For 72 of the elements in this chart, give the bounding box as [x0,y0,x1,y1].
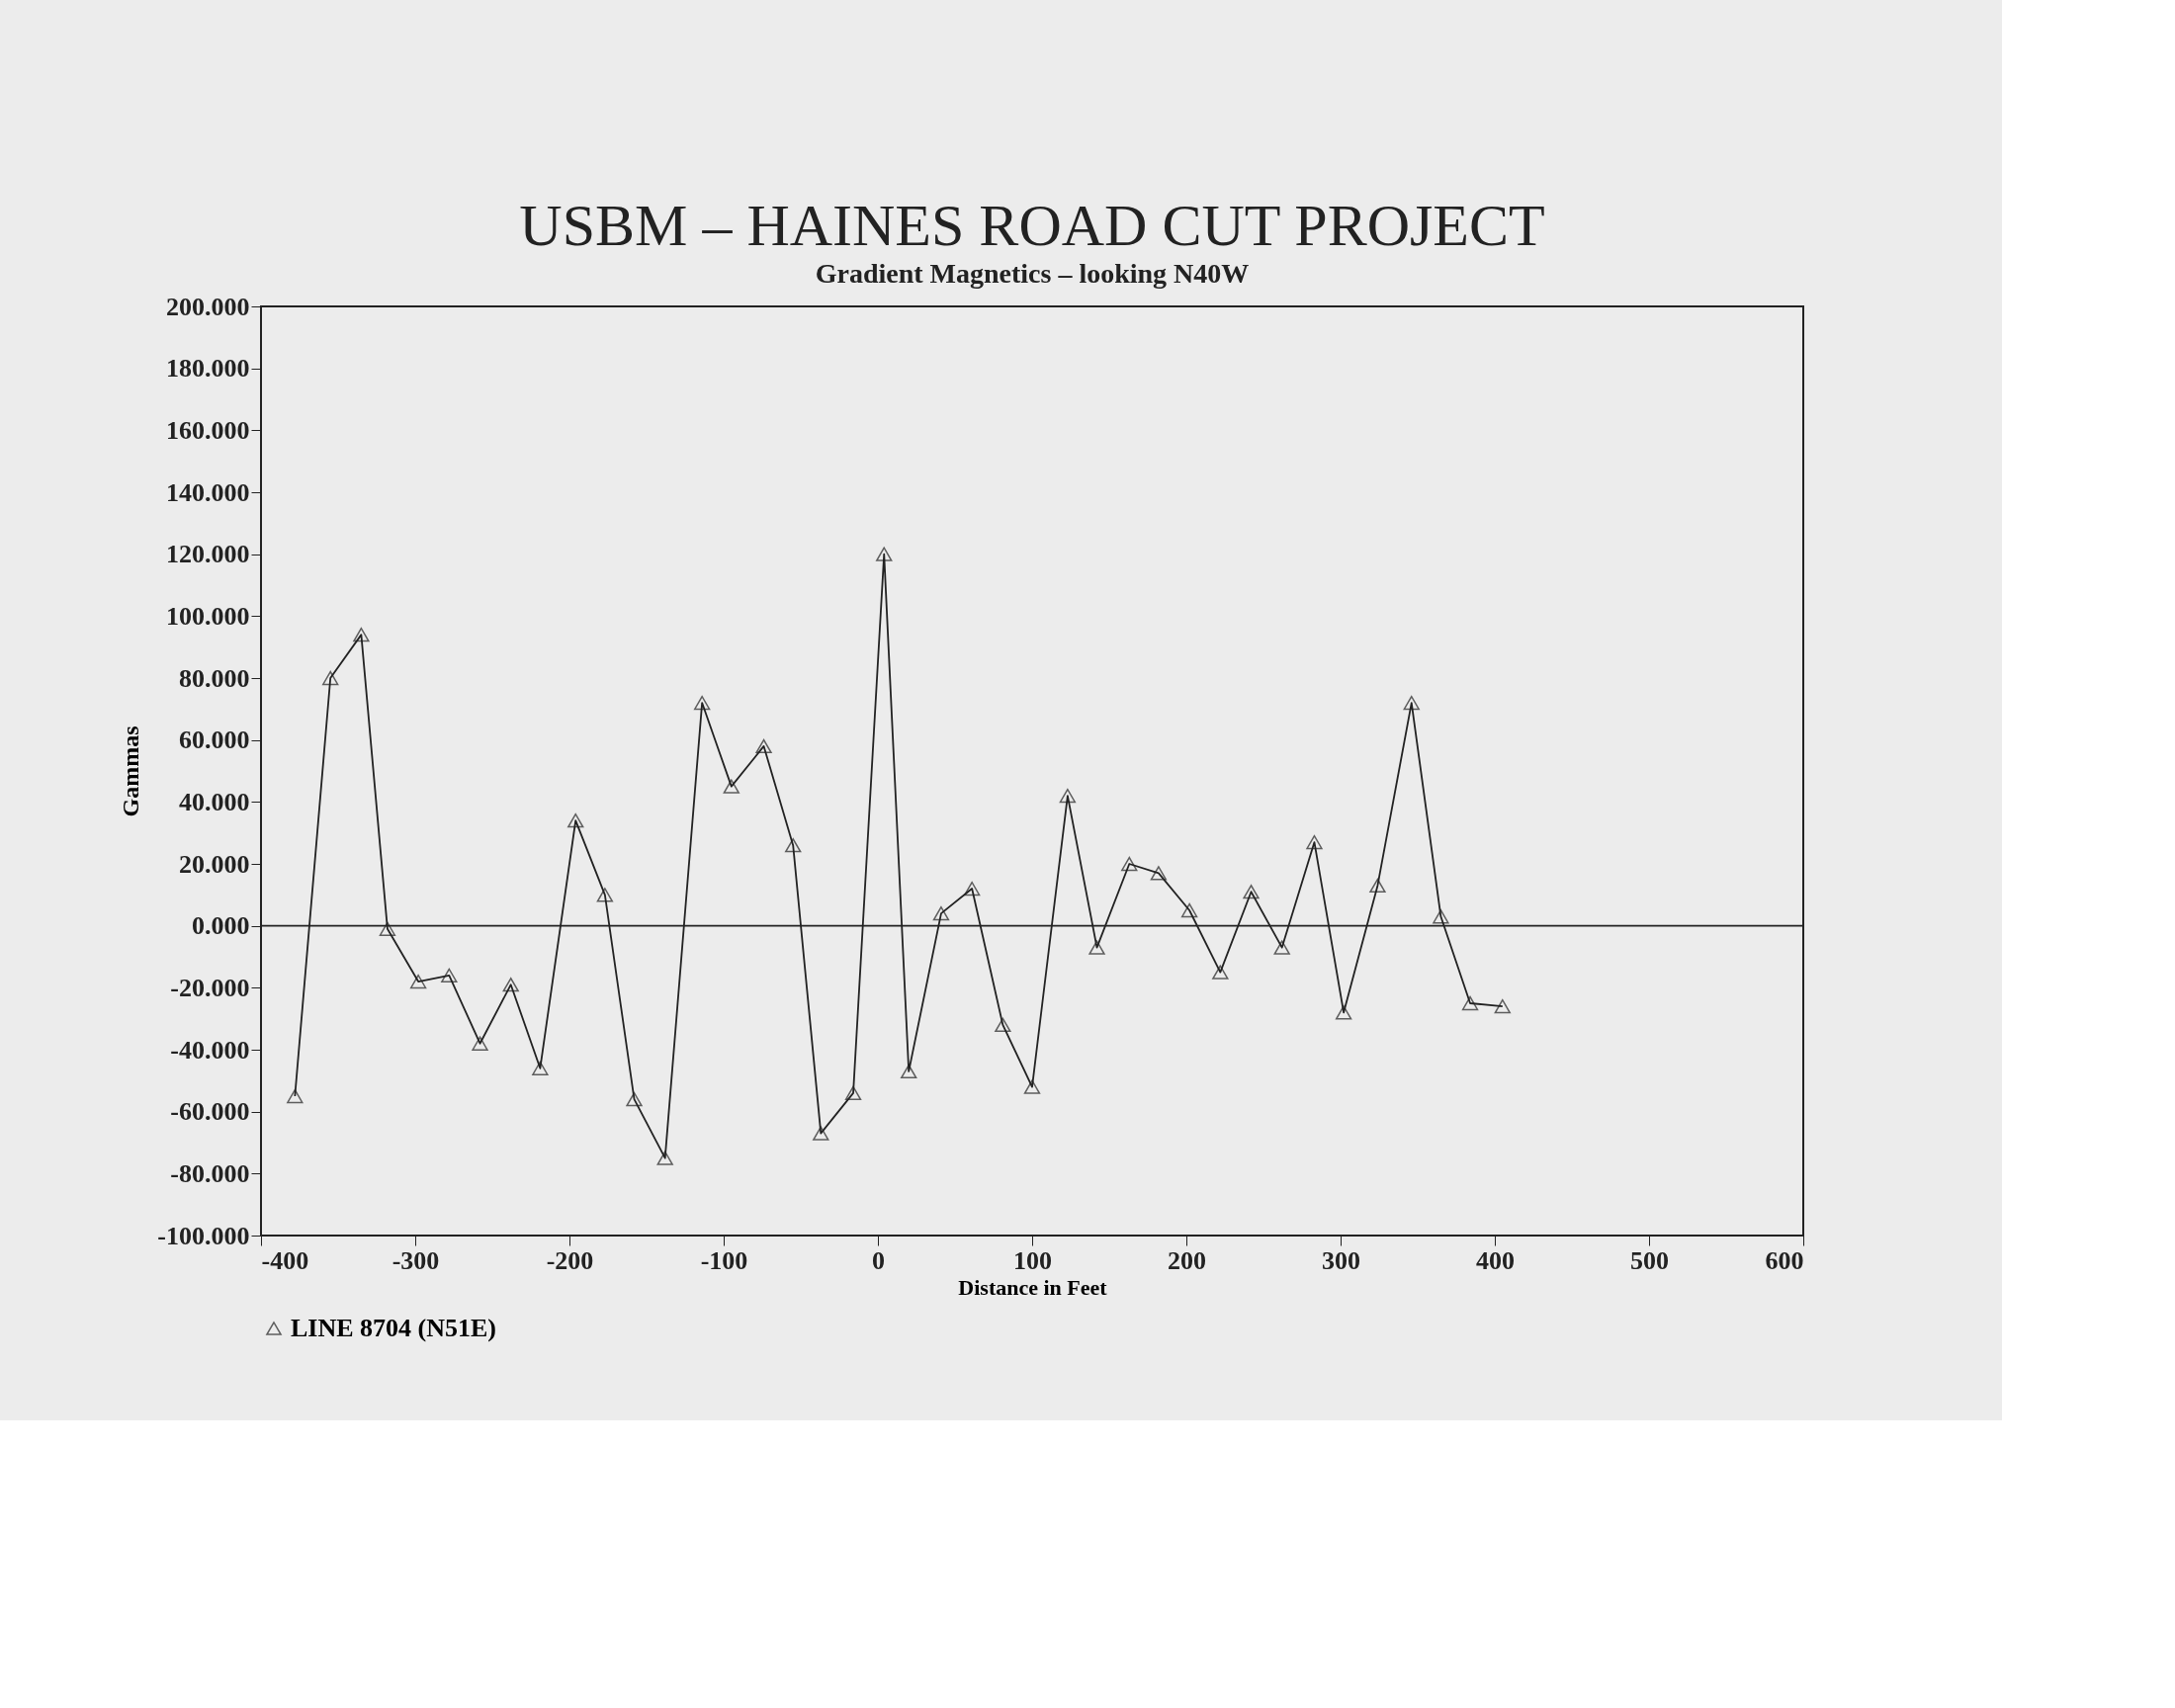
x-tick-label: 400 [1476,1245,1515,1275]
y-tick-label: 160.000 [166,415,250,445]
y-tick-label: 100.000 [166,601,250,631]
point [901,1064,917,1079]
point [502,978,519,992]
x-tick-label: 600 [1765,1245,1804,1275]
y-tick-label: -80.000 [170,1158,250,1188]
point [844,1085,862,1101]
x-axis-title: Distance in Feet [958,1274,1108,1300]
point [1461,995,1479,1011]
point [723,779,740,794]
point [1212,965,1229,980]
point [1335,1005,1352,1020]
point [755,738,772,754]
x-tick-label: -200 [546,1245,594,1275]
chart-title: USBM – HAINES ROAD CUT PROJECT [519,193,1545,258]
point [409,974,427,989]
y-tick-label: -20.000 [170,973,250,1002]
y-tick-label: -60.000 [170,1097,250,1127]
point [1273,940,1290,955]
point [995,1017,1011,1033]
point [353,627,370,642]
y-tick-label: -100.000 [157,1221,250,1250]
point [532,1061,549,1075]
point [1180,902,1198,918]
point [472,1036,488,1051]
point [1150,866,1168,881]
y-tick-label: 120.000 [166,540,250,569]
y-tick-label: 80.000 [179,663,250,693]
x-tick-label: 200 [1168,1245,1206,1275]
point [1121,856,1138,872]
y-tick-label: 40.000 [179,787,250,816]
y-tick-label: 60.000 [179,726,250,755]
y-axis-title: Gammas [118,726,144,817]
point [567,812,584,828]
x-tick-label: -100 [700,1245,748,1275]
point [1403,695,1420,711]
point [322,670,339,686]
point [876,547,893,561]
point [932,905,950,921]
point [1494,998,1511,1014]
x-tick-label: 100 [1013,1245,1052,1275]
point [596,888,614,902]
point [785,838,802,853]
point [963,881,981,897]
y-tick-label: 140.000 [166,477,250,507]
point [1433,909,1449,924]
y-tick-label: 0.000 [192,911,250,941]
y-tick-label: 20.000 [179,849,250,879]
point [1369,878,1386,894]
y-tick-label: 200.000 [166,292,250,321]
y-tick-label: -40.000 [170,1035,250,1065]
point [1023,1079,1041,1094]
point [693,695,711,711]
x-tick-label: 0 [872,1245,885,1275]
point [1243,885,1260,899]
chart-subtitle: Gradient Magnetics – looking N40W [815,258,1250,289]
x-tick-label: 500 [1630,1245,1669,1275]
point [626,1091,643,1107]
point [656,1151,673,1165]
point [441,968,458,982]
y-tick-label: 180.000 [166,354,250,384]
point [813,1126,829,1141]
point [1059,788,1077,804]
point [1088,940,1105,955]
x-tick-label: -400 [261,1245,309,1275]
legend-label: LINE 8704 (N51E) [291,1314,497,1342]
x-tick-label: -300 [392,1245,440,1275]
point [1306,834,1323,850]
x-tick-label: 300 [1322,1245,1360,1275]
point [287,1088,304,1104]
point [379,921,396,936]
